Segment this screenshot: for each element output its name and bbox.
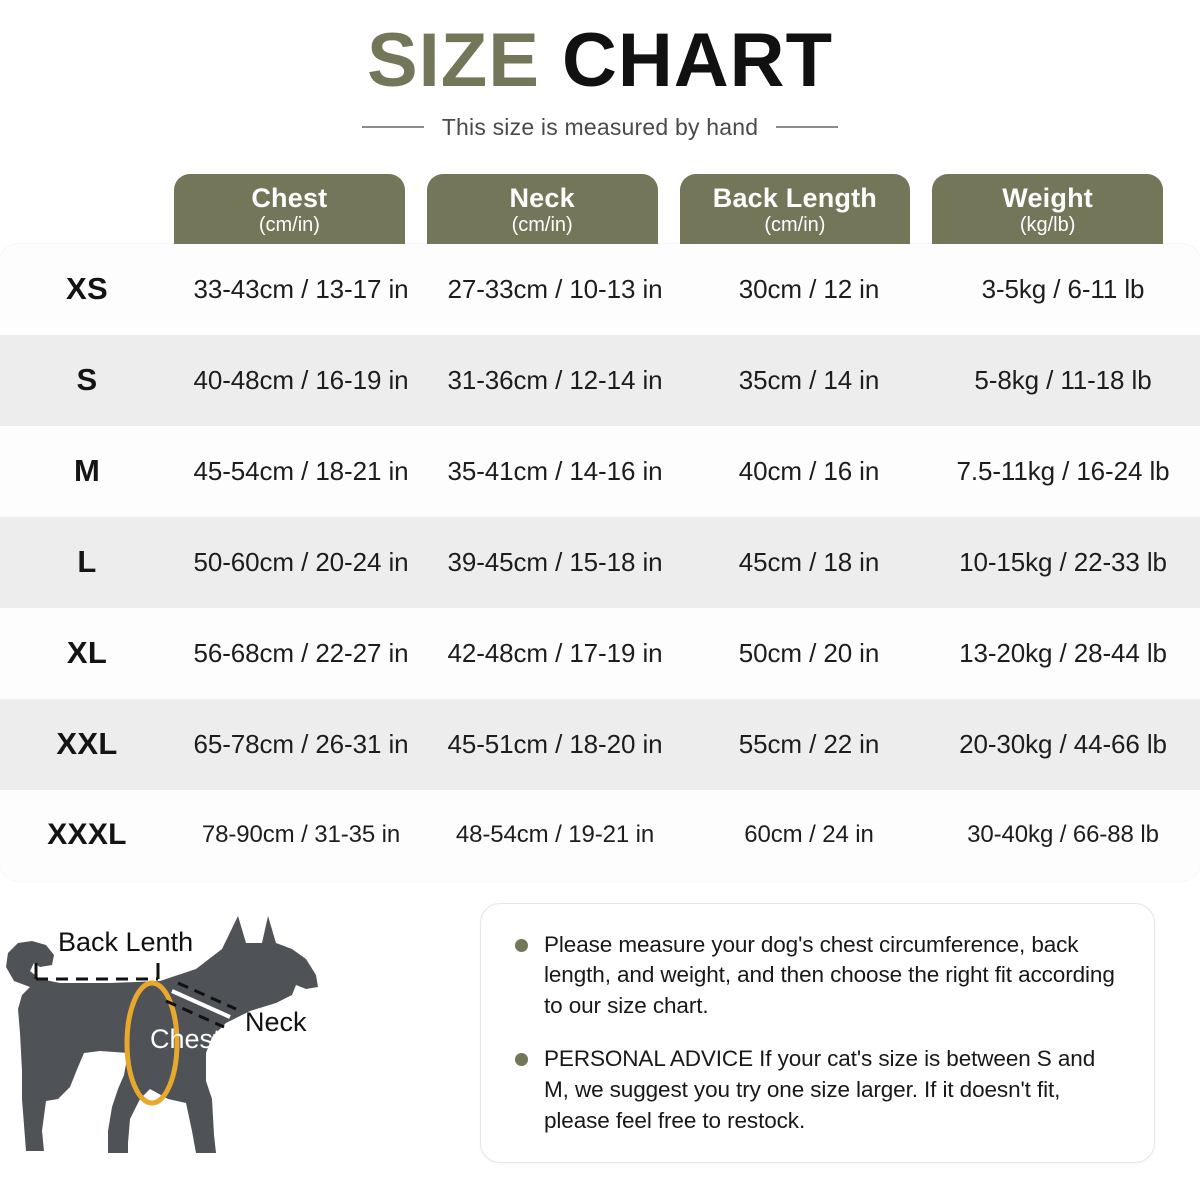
row-chest-value: 56-68cm / 22-27 in bbox=[193, 637, 409, 668]
table-row: XXL 65-78cm / 26-31 in 45-51cm / 18-20 i… bbox=[0, 698, 1200, 790]
row-chest-value: 65-78cm / 26-31 in bbox=[193, 728, 409, 759]
table-row: XL 56-68cm / 22-27 in 42-48cm / 17-19 in… bbox=[0, 607, 1200, 699]
column-header-chest-label: Chest bbox=[251, 182, 328, 213]
row-weight-value: 7.5-11kg / 16-24 lb bbox=[956, 455, 1170, 486]
column-header-neck-label: Neck bbox=[509, 182, 575, 213]
note-bullet-item: Please measure your dog's chest circumfe… bbox=[515, 930, 1124, 1022]
row-back-value: 30cm / 12 in bbox=[738, 273, 880, 304]
row-size-label: L bbox=[77, 544, 97, 580]
row-size-label: XXL bbox=[56, 726, 118, 762]
neck-label: Neck bbox=[245, 1007, 307, 1037]
subtitle: This size is measured by hand bbox=[441, 113, 759, 140]
row-back-value: 60cm / 24 in bbox=[744, 821, 874, 849]
bottom-section: Back Lenth Neck Chest Please measure you… bbox=[0, 902, 1200, 1165]
row-neck-value: 42-48cm / 17-19 in bbox=[447, 637, 663, 668]
column-header-neck-unit: (cm/in) bbox=[511, 213, 573, 236]
dog-measurement-diagram: Back Lenth Neck Chest bbox=[0, 903, 470, 1165]
row-chest-value: 45-54cm / 18-21 in bbox=[193, 455, 409, 486]
note-bullet-item: PERSONAL ADVICE If your cat's size is be… bbox=[515, 1044, 1124, 1136]
column-header-weight-unit: (kg/lb) bbox=[1019, 213, 1076, 236]
column-header-weight-label: Weight bbox=[1002, 182, 1093, 213]
table-row: L 50-60cm / 20-24 in 39-45cm / 15-18 in … bbox=[0, 516, 1200, 608]
row-back-value: 45cm / 18 in bbox=[738, 546, 880, 577]
table-body: XS 33-43cm / 13-17 in 27-33cm / 10-13 in… bbox=[0, 243, 1200, 881]
row-back-value: 35cm / 14 in bbox=[738, 364, 880, 395]
page-title: SIZE CHART bbox=[0, 22, 1200, 100]
row-neck-value: 39-45cm / 15-18 in bbox=[447, 546, 663, 577]
row-weight-value: 10-15kg / 22-33 lb bbox=[959, 546, 1167, 577]
table-row: XXXL 78-90cm / 31-35 in 48-54cm / 19-21 … bbox=[0, 789, 1200, 881]
row-chest-value: 40-48cm / 16-19 in bbox=[193, 364, 409, 395]
notes-panel: Please measure your dog's chest circumfe… bbox=[480, 902, 1155, 1164]
table-header-row: Chest (cm/in) Neck (cm/in) Back Length (… bbox=[0, 173, 1200, 244]
subtitle-row: This size is measured by hand bbox=[0, 114, 1200, 141]
column-header-weight: Weight (kg/lb) bbox=[932, 173, 1163, 244]
note-bullet-text: Please measure your dog's chest circumfe… bbox=[544, 931, 1115, 1019]
row-chest-value: 33-43cm / 13-17 in bbox=[193, 273, 409, 304]
title-word-chart: CHART bbox=[562, 18, 833, 103]
subtitle-rule-left bbox=[361, 126, 424, 129]
row-chest-value: 78-90cm / 31-35 in bbox=[201, 821, 401, 849]
row-size-label: XXXL bbox=[47, 818, 127, 852]
back-length-label: Back Lenth bbox=[58, 927, 193, 957]
row-neck-value: 48-54cm / 19-21 in bbox=[455, 821, 655, 849]
row-size-label: M bbox=[73, 453, 101, 489]
size-table: Chest (cm/in) Neck (cm/in) Back Length (… bbox=[0, 173, 1200, 881]
note-bullet-text: PERSONAL ADVICE If your cat's size is be… bbox=[544, 1045, 1096, 1133]
row-back-value: 50cm / 20 in bbox=[738, 637, 880, 668]
neck-measure-line bbox=[165, 981, 237, 1028]
dog-silhouette-icon bbox=[6, 915, 318, 1153]
row-neck-value: 35-41cm / 14-16 in bbox=[447, 455, 663, 486]
table-row: M 45-54cm / 18-21 in 35-41cm / 14-16 in … bbox=[0, 425, 1200, 517]
table-row: XS 33-43cm / 13-17 in 27-33cm / 10-13 in… bbox=[0, 243, 1200, 335]
title-word-size: SIZE bbox=[366, 18, 540, 103]
column-header-back-length-unit: (cm/in) bbox=[764, 213, 826, 236]
bullet-dot-icon bbox=[515, 1052, 528, 1066]
chest-label: Chest bbox=[150, 1024, 221, 1054]
bullet-dot-icon bbox=[515, 938, 528, 952]
row-chest-value: 50-60cm / 20-24 in bbox=[193, 546, 409, 577]
row-weight-value: 30-40kg / 66-88 lb bbox=[967, 821, 1159, 849]
title-block: SIZE CHART This size is measured by hand bbox=[0, 0, 1200, 141]
row-neck-value: 27-33cm / 10-13 in bbox=[447, 273, 663, 304]
column-header-chest: Chest (cm/in) bbox=[174, 173, 405, 244]
column-header-back-length: Back Length (cm/in) bbox=[679, 173, 911, 244]
row-back-value: 55cm / 22 in bbox=[738, 728, 880, 759]
row-neck-value: 45-51cm / 18-20 in bbox=[447, 728, 663, 759]
row-weight-value: 20-30kg / 44-66 lb bbox=[959, 728, 1167, 759]
subtitle-rule-right bbox=[776, 126, 839, 129]
row-size-label: S bbox=[76, 362, 98, 398]
row-size-label: XS bbox=[66, 271, 108, 307]
chest-measure-ring bbox=[124, 980, 180, 1106]
column-header-chest-unit: (cm/in) bbox=[258, 213, 320, 236]
row-weight-value: 3-5kg / 6-11 lb bbox=[981, 273, 1145, 304]
table-row: S 40-48cm / 16-19 in 31-36cm / 12-14 in … bbox=[0, 334, 1200, 426]
row-size-label: XL bbox=[66, 635, 108, 671]
row-back-value: 40cm / 16 in bbox=[738, 455, 880, 486]
back-length-measure-line bbox=[34, 962, 160, 981]
row-weight-value: 13-20kg / 28-44 lb bbox=[959, 637, 1167, 668]
column-header-back-length-label: Back Length bbox=[712, 182, 877, 213]
column-header-neck: Neck (cm/in) bbox=[426, 173, 658, 244]
row-weight-value: 5-8kg / 11-18 lb bbox=[974, 364, 1152, 395]
row-neck-value: 31-36cm / 12-14 in bbox=[447, 364, 663, 395]
